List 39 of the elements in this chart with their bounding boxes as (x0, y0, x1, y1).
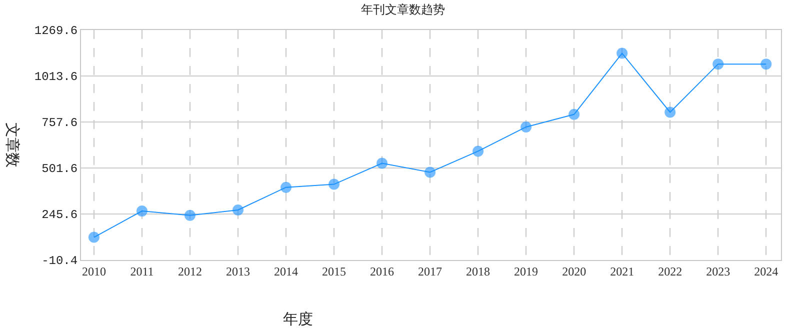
point (184, 210, 196, 221)
point (88, 232, 100, 243)
point (376, 158, 388, 169)
x-tick-label: 2021 (610, 264, 634, 278)
x-tick-label: 2020 (562, 264, 586, 278)
y-tick-label: 1013.6 (34, 70, 78, 84)
point (568, 108, 580, 120)
y-axis-title: 文章数 (3, 122, 20, 168)
x-tick-label: 2015 (322, 264, 346, 278)
x-tick-label: 2023 (706, 264, 730, 278)
x-tick-label: 2017 (418, 264, 442, 278)
x-tick-label: 2013 (226, 264, 250, 278)
x-tick-label: 2022 (658, 264, 682, 278)
x-tick-label: 2024 (754, 264, 778, 278)
x-tick-label: 2012 (178, 264, 202, 278)
y-tick-label: -10.4 (42, 254, 78, 268)
point (280, 182, 292, 193)
point (136, 206, 148, 217)
chart-title: 年刊文章数趋势 (361, 2, 445, 16)
y-tick-label: 757.6 (42, 116, 78, 130)
point (616, 48, 628, 59)
y-tick-label: 245.6 (42, 208, 78, 222)
point (472, 146, 484, 157)
x-tick-label: 2011 (130, 264, 154, 278)
y-tick-label: 501.6 (42, 162, 78, 176)
x-tick-label: 2016 (370, 264, 394, 278)
point (424, 166, 436, 178)
point (328, 178, 340, 190)
point (520, 121, 532, 132)
point (664, 106, 676, 118)
x-tick-label: 2010 (82, 264, 106, 278)
x-tick-label: 2018 (466, 264, 490, 278)
x-axis-title: 年度 (283, 311, 313, 328)
y-tick-label: 1269.6 (34, 24, 78, 38)
x-tick-label: 2014 (274, 264, 298, 278)
point (232, 204, 244, 216)
point (712, 58, 724, 70)
point (760, 58, 772, 70)
x-tick-label: 2019 (514, 264, 538, 278)
